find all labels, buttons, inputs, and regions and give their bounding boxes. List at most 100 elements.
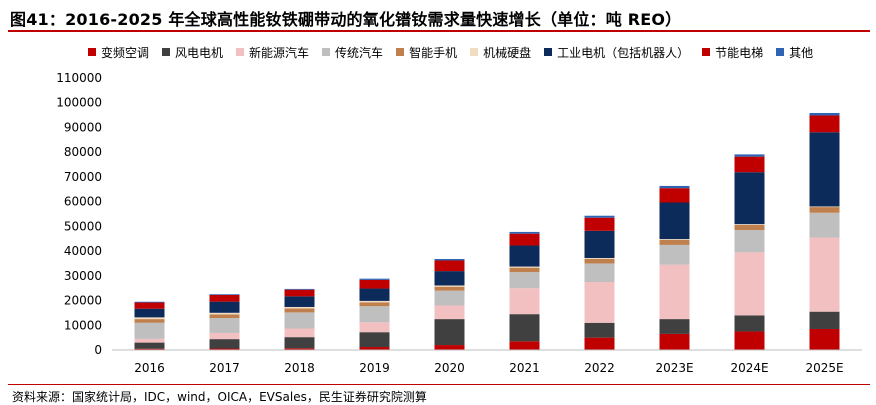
legend-label: 新能源汽车: [249, 45, 310, 60]
legend-item: 新能源汽车: [236, 44, 309, 61]
bar-segment: [209, 332, 240, 340]
bar-segment: [659, 188, 690, 203]
bar-segment: [809, 112, 840, 116]
y-tick-label: 100000: [56, 96, 102, 110]
bar-segment: [584, 322, 615, 338]
bar-segment: [659, 264, 690, 320]
bar-segment: [284, 337, 315, 349]
bar-segment: [359, 300, 390, 303]
y-tick-label: 50000: [64, 219, 102, 233]
bar-segment: [434, 305, 465, 320]
bar-segment: [434, 259, 465, 261]
bar-segment: [809, 115, 840, 133]
bar-segment: [134, 317, 165, 320]
y-tick-label: 60000: [64, 195, 102, 209]
y-tick-label: 70000: [64, 170, 102, 184]
bar-segment: [509, 272, 540, 289]
bar-segment: [809, 212, 840, 238]
legend-item: 变频空调: [88, 44, 149, 61]
bar-segment: [284, 289, 315, 297]
source-rule: [8, 384, 870, 385]
legend-item: 智能手机: [396, 44, 457, 61]
bar-segment: [284, 288, 315, 290]
bar-segment: [509, 233, 540, 246]
bar-segment: [134, 322, 165, 339]
y-tick-label: 0: [94, 343, 102, 357]
legend-label: 工业电机（包括机器人）: [557, 45, 690, 60]
bar-segment: [359, 288, 390, 301]
bar-segment: [209, 294, 240, 302]
bar-segment: [734, 154, 765, 157]
bar-segment: [284, 348, 315, 350]
chart-legend: 变频空调 风电电机 新能源汽车 传统汽车 智能手机 机械硬盘 工业电机（包括机器人） 节能电梯…: [88, 41, 813, 63]
bar-segment: [584, 282, 615, 323]
bar-segment: [509, 288, 540, 315]
bar-segment: [809, 328, 840, 350]
legend-item: 传统汽车: [322, 44, 383, 61]
bar-segment: [584, 215, 615, 218]
bar-segment: [134, 338, 165, 343]
bar-segment: [809, 207, 840, 213]
bar-segment: [434, 290, 465, 306]
bar-segment: [584, 263, 615, 282]
bar-segment: [509, 231, 540, 234]
bar-segment: [359, 278, 390, 280]
bar-segment: [284, 328, 315, 338]
bar-segment: [734, 224, 765, 225]
bar-segment: [284, 306, 315, 309]
bar-segment: [284, 308, 315, 313]
bar-segment: [734, 315, 765, 332]
legend-label: 机械硬盘: [483, 45, 532, 60]
bar-segment: [734, 230, 765, 253]
bar-segment: [209, 348, 240, 350]
x-tick-label: 2021: [509, 361, 540, 375]
legend-item: 机械硬盘: [470, 44, 531, 61]
bar-segment: [209, 339, 240, 349]
legend-label: 变频空调: [101, 45, 150, 60]
y-tick-label: 40000: [64, 244, 102, 258]
legend-item: 风电电机: [162, 44, 223, 61]
bar-segment: [659, 319, 690, 334]
bar-segment: [584, 337, 615, 350]
legend-swatch: [396, 48, 405, 56]
bar-segment: [209, 301, 240, 313]
bar-segment: [359, 306, 390, 323]
bar-segment: [134, 301, 165, 303]
y-tick-label: 90000: [64, 120, 102, 134]
bar-segment: [734, 331, 765, 350]
legend-item: 节能电梯: [702, 44, 763, 61]
legend-label: 传统汽车: [335, 45, 384, 60]
legend-label: 智能手机: [409, 45, 458, 60]
bar-segment: [134, 302, 165, 309]
x-tick-label: 2025E: [805, 361, 843, 375]
bar-segment: [434, 285, 465, 287]
bar-segment: [434, 345, 465, 350]
legend-item: 其他: [776, 44, 813, 61]
bar-segment: [359, 322, 390, 333]
bar-segment: [734, 252, 765, 316]
bar-segment: [434, 271, 465, 286]
y-tick-label: 80000: [64, 145, 102, 159]
source-note: 资料来源：国家统计局，IDC，wind，OICA，EVSales，民生证券研究院…: [12, 390, 427, 404]
x-tick-label: 2020: [434, 361, 465, 375]
y-tick-label: 10000: [64, 318, 102, 332]
bar-segment: [134, 308, 165, 318]
bar-segment: [434, 260, 465, 272]
bar-segment: [809, 237, 840, 312]
bar-segment: [509, 314, 540, 342]
legend-label: 其他: [789, 45, 814, 60]
bar-segment: [584, 258, 615, 260]
legend-swatch: [470, 48, 479, 56]
bar-segment: [284, 296, 315, 307]
bar-segment: [284, 312, 315, 329]
bar-segment: [434, 319, 465, 346]
bar-segment: [359, 279, 390, 289]
bar-segment: [659, 239, 690, 240]
bar-segment: [359, 332, 390, 348]
chart-title: 图41：2016-2025 年全球高性能钕铁硼带动的氧化镨钕需求量快速增长（单位…: [10, 10, 682, 29]
bar-segment: [809, 132, 840, 207]
legend-item: 工业电机（包括机器人）: [544, 44, 689, 61]
bar-segment: [209, 312, 240, 315]
bar-segment: [659, 333, 690, 350]
